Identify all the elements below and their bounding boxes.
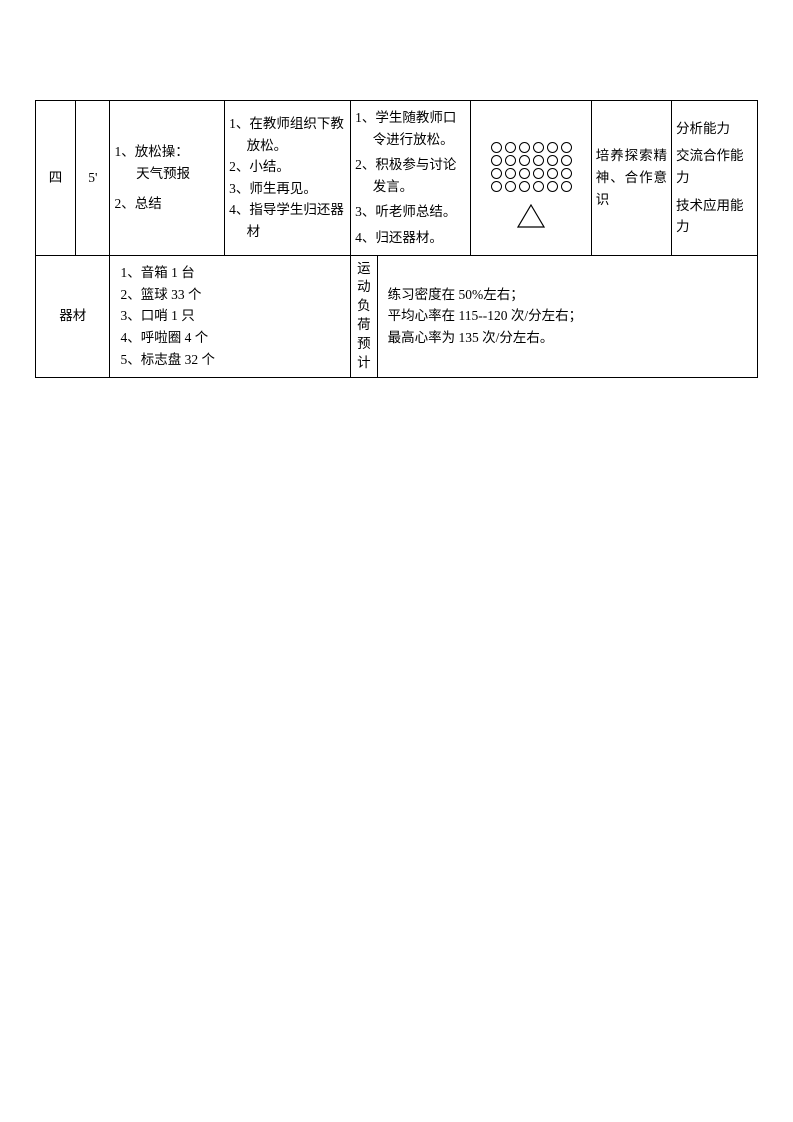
list-item: 4、指导学生归还器材 — [229, 199, 346, 242]
list-item: 1、在教师组织下教放松。 — [229, 113, 346, 156]
list-item: 技术应用能力 — [676, 195, 753, 238]
list-item: 2、篮球 33 个 — [120, 284, 346, 306]
list-item: 3、师生再见。 — [229, 178, 346, 200]
list-item: 5、标志盘 32 个 — [120, 349, 346, 371]
list-item: 4、归还器材。 — [355, 227, 466, 249]
list-item: 最高心率为 135 次/分左右。 — [388, 327, 747, 349]
list-item: 1、学生随教师口令进行放松。 — [355, 107, 466, 150]
list-item: 1、音箱 1 台 — [120, 262, 346, 284]
list-item: 4、呼啦圈 4 个 — [120, 327, 346, 349]
ability-cell: 分析能力 交流合作能力 技术应用能力 — [672, 101, 758, 256]
list-item: 2、总结 — [114, 193, 220, 215]
table-row: 四 5' 1、放松操： 天气预报 2、总结 1、在教师组织下教放松。 2、小结。… — [36, 101, 758, 256]
formation-cell — [471, 101, 591, 256]
load-label: 运 动 负 荷 预 计 — [351, 256, 377, 377]
list-item: 3、听老师总结。 — [355, 201, 466, 223]
list-item: 天气预报 — [114, 163, 220, 185]
list-item: 分析能力 — [676, 118, 753, 140]
circles-formation — [475, 142, 586, 192]
list-item: 3、口哨 1 只 — [120, 305, 346, 327]
list-item: 练习密度在 50%左右； — [388, 284, 747, 306]
teacher-activity-cell: 1、在教师组织下教放松。 2、小结。 3、师生再见。 4、指导学生归还器材 — [225, 101, 351, 256]
list-item: 2、小结。 — [229, 156, 346, 178]
equipment-label: 器材 — [36, 255, 110, 377]
goal-cell: 培养探索精神、合作意识 — [591, 101, 671, 256]
triangle-icon — [475, 204, 586, 228]
duration: 5' — [76, 101, 110, 256]
equipment-cell: 1、音箱 1 台 2、篮球 33 个 3、口哨 1 只 4、呼啦圈 4 个 5、… — [110, 255, 351, 377]
student-activity-cell: 1、学生随教师口令进行放松。 2、积极参与讨论发言。 3、听老师总结。 4、归还… — [351, 101, 471, 256]
lesson-plan-table: 四 5' 1、放松操： 天气预报 2、总结 1、在教师组织下教放松。 2、小结。… — [35, 100, 758, 378]
load-wrapper: 运 动 负 荷 预 计 练习密度在 50%左右； 平均心率在 115--120 … — [351, 255, 758, 377]
phase-number: 四 — [36, 101, 76, 256]
list-item: 2、积极参与讨论发言。 — [355, 154, 466, 197]
load-cell: 练习密度在 50%左右； 平均心率在 115--120 次/分左右； 最高心率为… — [377, 256, 757, 377]
content-cell: 1、放松操： 天气预报 2、总结 — [110, 101, 225, 256]
list-item: 平均心率在 115--120 次/分左右； — [388, 305, 747, 327]
list-item: 1、放松操： — [114, 141, 220, 163]
list-item: 交流合作能力 — [676, 145, 753, 188]
table-row: 器材 1、音箱 1 台 2、篮球 33 个 3、口哨 1 只 4、呼啦圈 4 个… — [36, 255, 758, 377]
